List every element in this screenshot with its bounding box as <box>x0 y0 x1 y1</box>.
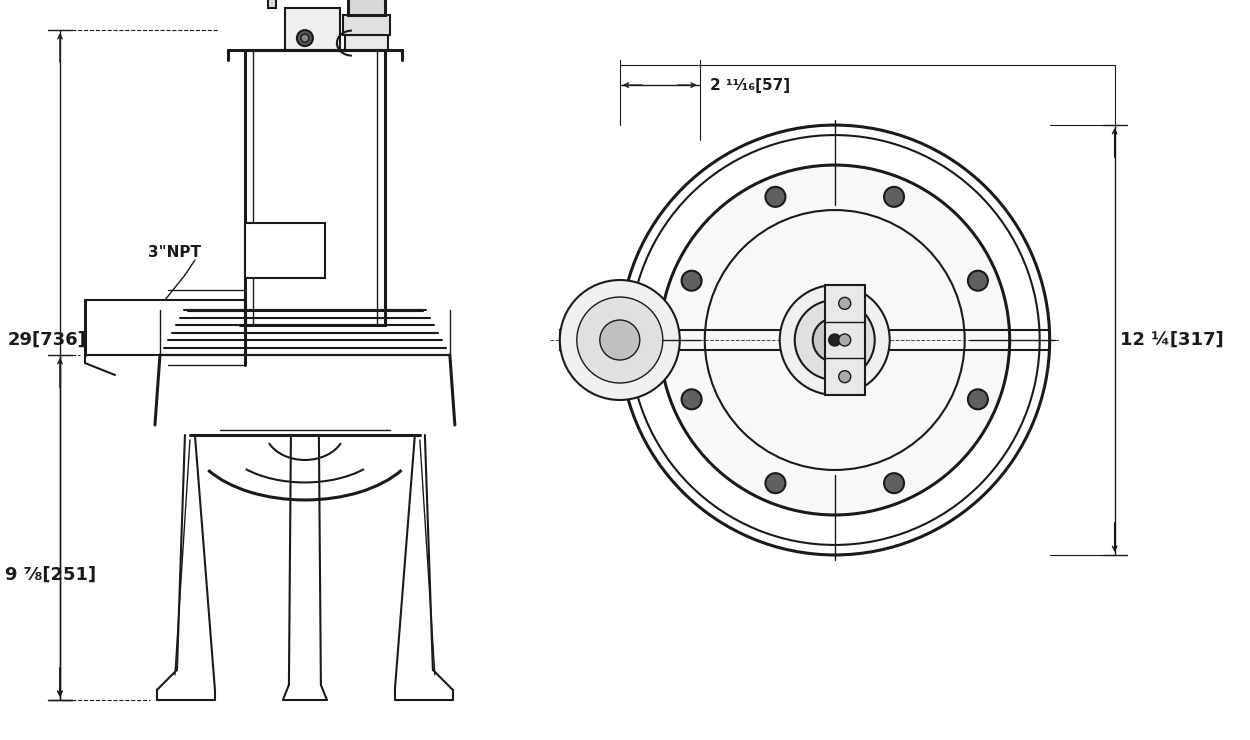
Circle shape <box>795 300 875 380</box>
Circle shape <box>884 187 904 207</box>
Text: 2 ¹¹⁄₁₆[57]: 2 ¹¹⁄₁₆[57] <box>710 78 790 92</box>
Bar <box>245 50 385 325</box>
Circle shape <box>298 30 312 46</box>
Circle shape <box>576 297 662 383</box>
Circle shape <box>765 473 785 493</box>
Circle shape <box>681 271 701 291</box>
Bar <box>285 8 340 50</box>
Circle shape <box>620 125 1050 555</box>
Circle shape <box>839 297 851 309</box>
Circle shape <box>600 320 640 360</box>
Circle shape <box>829 334 841 346</box>
Circle shape <box>839 334 851 346</box>
Text: 29[736]: 29[736] <box>8 331 86 349</box>
Circle shape <box>660 165 1010 515</box>
Circle shape <box>968 271 988 291</box>
Circle shape <box>301 34 309 42</box>
Bar <box>245 223 325 278</box>
Circle shape <box>765 187 785 207</box>
Circle shape <box>968 389 988 409</box>
Circle shape <box>812 318 856 362</box>
Text: 9 ⅞[251]: 9 ⅞[251] <box>5 566 96 584</box>
Text: 12 ¼[317]: 12 ¼[317] <box>1120 331 1224 349</box>
Bar <box>342 15 390 35</box>
Bar <box>268 0 276 8</box>
Circle shape <box>839 371 851 383</box>
Circle shape <box>780 285 890 395</box>
Circle shape <box>681 389 701 409</box>
Bar <box>345 35 388 50</box>
Bar <box>348 0 385 15</box>
Circle shape <box>560 280 680 400</box>
Bar <box>825 285 865 395</box>
Circle shape <box>884 473 904 493</box>
Text: 3"NPT: 3"NPT <box>148 245 201 260</box>
